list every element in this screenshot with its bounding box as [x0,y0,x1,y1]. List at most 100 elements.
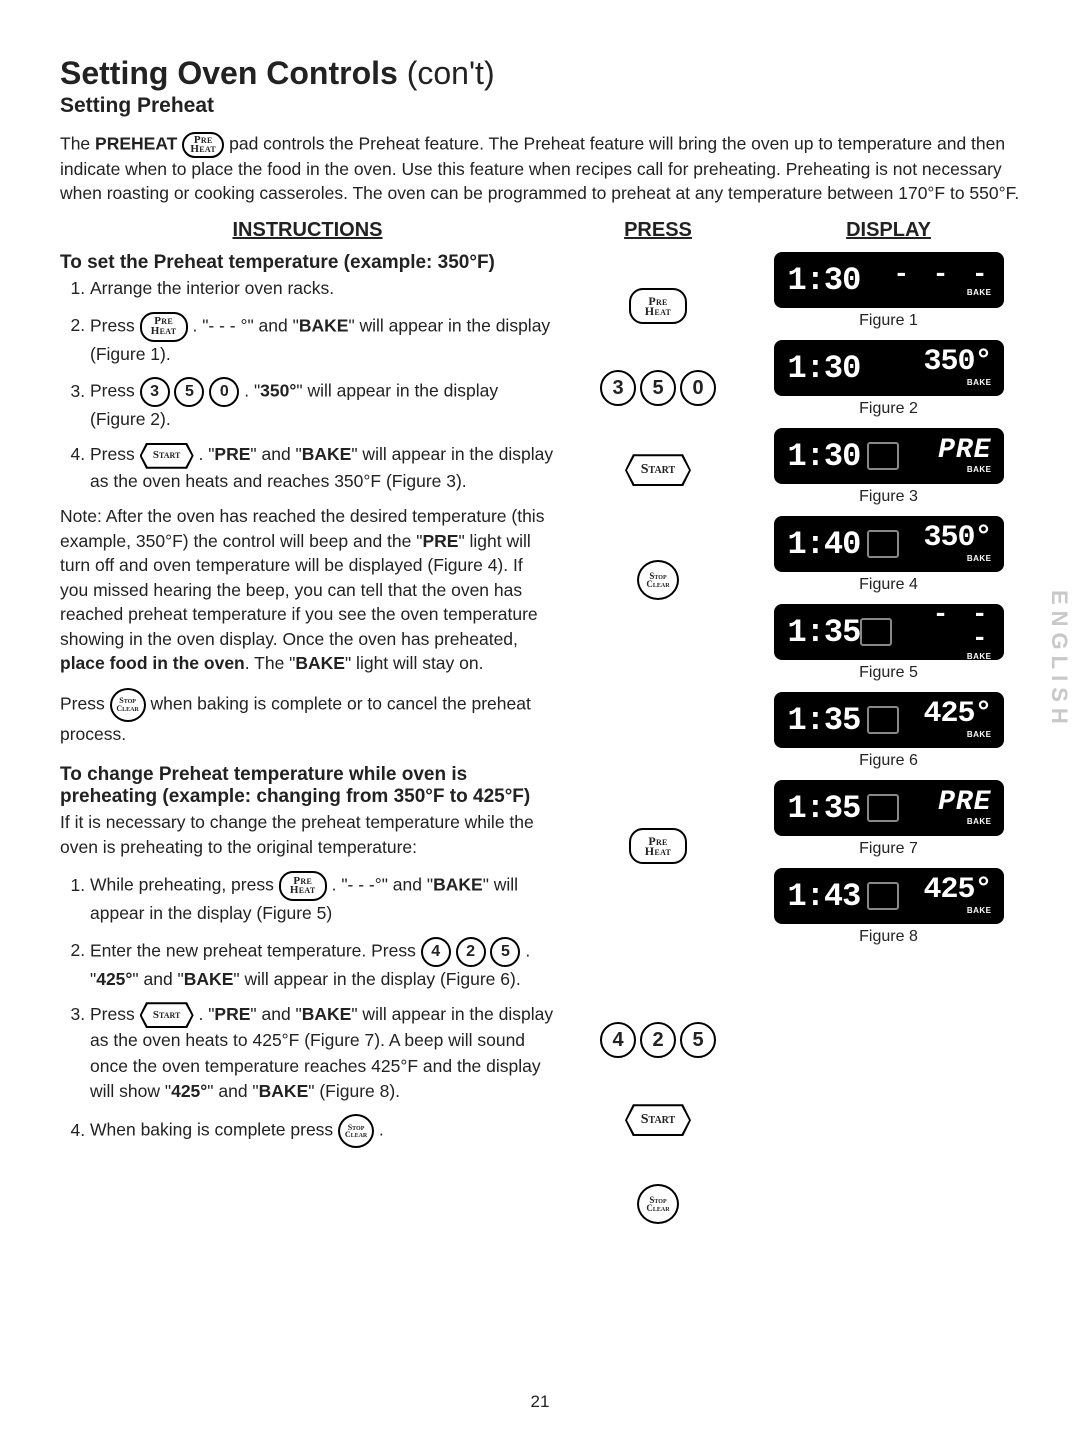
note1-c: . The " [245,653,296,673]
s2-step4-b: . [379,1120,384,1140]
preheat-icon: PreHeat [140,312,188,342]
s1-step3-a: Press [90,381,140,401]
display-header: DISPLAY [761,219,1016,242]
display-value: 350° [923,349,991,376]
display-time: 1:35 [788,790,861,827]
display-time: 1:30 [788,350,861,387]
display-time: 1:40 [788,526,861,563]
note1-d: " light will stay on. [345,653,484,673]
display-value: - - - [893,263,991,286]
display-bake-label: BAKE [967,554,992,563]
display-value: 425° [923,877,991,904]
pre-bold: PRE [422,531,458,551]
display-figure: 1:35- - -BAKEFigure 5 [761,604,1016,682]
s1-step4-b: . " [198,444,214,464]
start-icon: Start [625,1104,691,1136]
digit-4-icon: 4 [600,1022,636,1058]
s1-step4-a: Press [90,444,140,464]
display-figure: 1:43425°BAKEFigure 8 [761,868,1016,946]
display-value: PRE [938,438,991,463]
s1-step1-text: Arrange the interior oven racks. [90,278,334,298]
digit-5-icon: 5 [490,937,520,967]
display-figure: 1:30 - - - BAKE Figure 1 [761,252,1016,330]
s1-step4-c: " and " [250,444,301,464]
digit-5-icon: 5 [640,370,676,406]
preheat-l2: Heat [190,143,216,155]
s1-step4: Press Start . "PRE" and "BAKE" will appe… [90,442,555,494]
bake-bold: BAKE [302,444,352,464]
figure-caption: Figure 7 [761,840,1016,858]
section2-intro: If it is necessary to change the preheat… [60,810,555,859]
digit-2-icon: 2 [640,1022,676,1058]
intro-paragraph: The PREHEAT PreHeat pad controls the Pre… [60,132,1020,205]
place-food-bold: place food in the oven [60,653,245,673]
display-time: 1:30 [788,262,861,299]
s2-step2-c: " and " [132,969,183,989]
display-time: 1:30 [788,438,861,475]
s2-step3-f: " (Figure 8). [308,1081,400,1101]
digit-5-icon: 5 [174,377,204,407]
subheading: Setting Preheat [60,94,1020,118]
digit-5-icon: 5 [680,1022,716,1058]
display-bake-label: BAKE [967,817,992,826]
display-bake-label: BAKE [967,288,992,297]
para2-a: Press [60,693,110,713]
para2: Press StopClear when baking is complete … [60,688,555,747]
page-title: Setting Oven Controls (con't) [60,55,1020,92]
figure-caption: Figure 1 [761,312,1016,330]
intro-prefix: The [60,134,95,154]
display-bake-label: BAKE [967,465,992,474]
s2-step2-a: Enter the new preheat temperature. Press [90,940,421,960]
title-main: Setting Oven Controls [60,55,407,91]
display-indicator-box [867,706,899,734]
s2-step1-a: While preheating, press [90,875,279,895]
digit-2-icon: 2 [456,937,486,967]
preheat-icon: PreHeat [629,288,687,324]
bake-bold: BAKE [433,875,483,895]
figure-caption: Figure 3 [761,488,1016,506]
s2-step4: When baking is complete press StopClear … [90,1114,555,1148]
s2-step2: Enter the new preheat temperature. Press… [90,937,555,992]
display-figure: 1:35PREBAKEFigure 7 [761,780,1016,858]
display-value: 425° [923,701,991,728]
digit-3-icon: 3 [600,370,636,406]
page-number: 21 [60,1392,1020,1412]
preheat-l2: Heat [290,884,316,896]
start-inner: Start [142,1004,192,1026]
figure-caption: Figure 4 [761,576,1016,594]
section1-steps: Arrange the interior oven racks. Press P… [60,276,555,494]
title-cont: (con't) [407,55,495,91]
display-time: 1:43 [788,878,861,915]
start-inner: Start [142,445,192,467]
s2-step1-b: . "- - -°" and " [332,875,434,895]
press-header: PRESS [573,219,743,242]
display-bake-label: BAKE [967,906,992,915]
temp-350-bold: 350° [260,381,296,401]
start-icon: Start [140,1002,194,1028]
stop-clear-icon: StopClear [637,560,679,600]
preheat-icon: PreHeat [629,828,687,864]
display-indicator-box [867,794,899,822]
s1-step3-b: . " [244,381,260,401]
s2-step1: While preheating, press PreHeat . "- - -… [90,871,555,926]
section2-heading: To change Preheat temperature while oven… [60,764,555,808]
stop-clear-icon: StopClear [637,1184,679,1224]
digit-3-icon: 3 [140,377,170,407]
language-tab: ENGLISH [1046,590,1072,730]
preheat-l2: Heat [151,325,177,337]
digit-4-icon: 4 [421,937,451,967]
display-time: 1:35 [788,702,861,739]
s1-step2-b: . "- - - °" and " [192,315,298,335]
section2-steps: While preheating, press PreHeat . "- - -… [60,871,555,1148]
s1-step3: Press 3 5 0 . "350°" will appear in the … [90,377,555,432]
bake-bold: BAKE [302,1004,352,1024]
preheat-icon: PreHeat [279,871,327,901]
start-icon: Start [140,443,194,469]
stop-l2: Clear [345,1131,367,1139]
s2-step3-b: . " [198,1004,214,1024]
s2-step4-a: When baking is complete press [90,1120,338,1140]
display-figure: 1:40350°BAKEFigure 4 [761,516,1016,594]
display-bake-label: BAKE [967,730,992,739]
bake-bold: BAKE [184,969,234,989]
temp-425-bold: 425° [96,969,132,989]
